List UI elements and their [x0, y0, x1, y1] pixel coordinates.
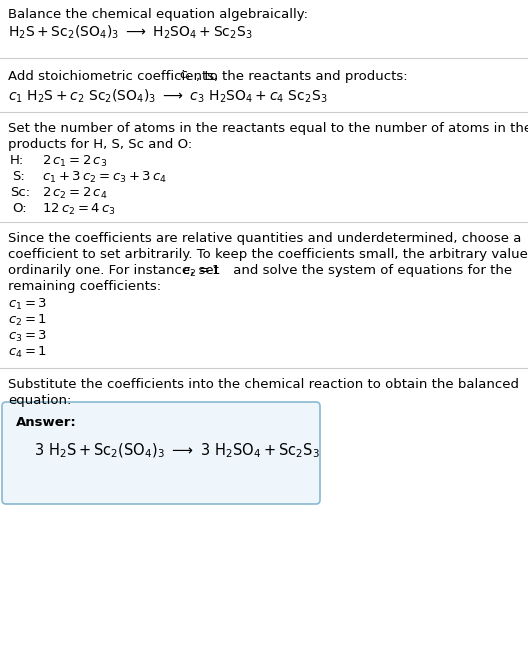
Text: $c_2 = 1$: $c_2 = 1$ — [8, 313, 47, 328]
Text: remaining coefficients:: remaining coefficients: — [8, 280, 161, 293]
Text: $c_1\ \mathrm{H_2S} + c_2\ \mathrm{Sc_2(SO_4)_3}\ {\longrightarrow}\ c_3\ \mathr: $c_1\ \mathrm{H_2S} + c_2\ \mathrm{Sc_2(… — [8, 88, 327, 105]
Text: equation:: equation: — [8, 394, 71, 407]
Text: $c_4 = 1$: $c_4 = 1$ — [8, 345, 47, 360]
Text: , to the reactants and products:: , to the reactants and products: — [196, 70, 408, 83]
Text: O:: O: — [12, 202, 26, 215]
Text: and solve the system of equations for the: and solve the system of equations for th… — [229, 264, 512, 277]
Text: Substitute the coefficients into the chemical reaction to obtain the balanced: Substitute the coefficients into the che… — [8, 378, 519, 391]
Text: $3\ \mathrm{H_2S + Sc_2(SO_4)_3}\ {\longrightarrow}\ 3\ \mathrm{H_2SO_4 + Sc_2S_: $3\ \mathrm{H_2S + Sc_2(SO_4)_3}\ {\long… — [34, 442, 320, 460]
Text: $c_2 = 1$: $c_2 = 1$ — [182, 264, 221, 279]
Text: ordinarily one. For instance, set: ordinarily one. For instance, set — [8, 264, 223, 277]
Text: $c_i$: $c_i$ — [179, 70, 191, 83]
Text: Answer:: Answer: — [16, 416, 77, 429]
Text: H:: H: — [10, 154, 24, 167]
Text: Set the number of atoms in the reactants equal to the number of atoms in the: Set the number of atoms in the reactants… — [8, 122, 528, 135]
Text: $c_1 + 3\,c_2 = c_3 + 3\,c_4$: $c_1 + 3\,c_2 = c_3 + 3\,c_4$ — [42, 170, 167, 185]
Text: $c_1 = 3$: $c_1 = 3$ — [8, 297, 47, 312]
Text: $\mathrm{H_2S + Sc_2(SO_4)_3 \ {\longrightarrow} \ H_2SO_4 + Sc_2S_3}$: $\mathrm{H_2S + Sc_2(SO_4)_3 \ {\longrig… — [8, 24, 252, 41]
Text: products for H, S, Sc and O:: products for H, S, Sc and O: — [8, 138, 192, 151]
Text: $2\,c_1 = 2\,c_3$: $2\,c_1 = 2\,c_3$ — [42, 154, 107, 169]
Text: $12\,c_2 = 4\,c_3$: $12\,c_2 = 4\,c_3$ — [42, 202, 116, 217]
Text: Add stoichiometric coefficients,: Add stoichiometric coefficients, — [8, 70, 222, 83]
Text: Sc:: Sc: — [10, 186, 30, 199]
Text: coefficient to set arbitrarily. To keep the coefficients small, the arbitrary va: coefficient to set arbitrarily. To keep … — [8, 248, 528, 261]
Text: $2\,c_2 = 2\,c_4$: $2\,c_2 = 2\,c_4$ — [42, 186, 108, 201]
Text: $c_3 = 3$: $c_3 = 3$ — [8, 329, 47, 344]
Text: Balance the chemical equation algebraically:: Balance the chemical equation algebraica… — [8, 8, 308, 21]
Text: S:: S: — [12, 170, 25, 183]
Text: Since the coefficients are relative quantities and underdetermined, choose a: Since the coefficients are relative quan… — [8, 232, 521, 245]
FancyBboxPatch shape — [2, 402, 320, 504]
